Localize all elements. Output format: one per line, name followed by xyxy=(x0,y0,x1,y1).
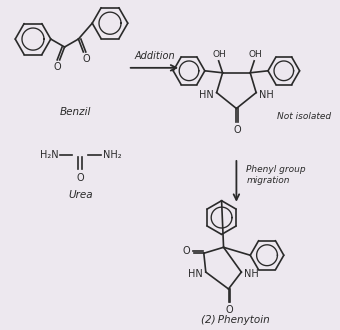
Text: Urea: Urea xyxy=(68,190,93,200)
Text: H₂N: H₂N xyxy=(40,150,59,160)
Text: NH: NH xyxy=(259,90,274,100)
Text: OH: OH xyxy=(213,50,226,59)
Text: (2) Phenytoin: (2) Phenytoin xyxy=(201,315,270,325)
Text: HN: HN xyxy=(199,90,214,100)
Text: NH: NH xyxy=(244,269,259,279)
Text: O: O xyxy=(83,54,90,64)
Text: NH₂: NH₂ xyxy=(103,150,122,160)
Text: O: O xyxy=(234,125,241,135)
Text: Addition: Addition xyxy=(134,51,175,61)
Text: HN: HN xyxy=(188,269,203,279)
Text: Benzil: Benzil xyxy=(60,108,91,117)
Text: O: O xyxy=(76,173,84,183)
Text: Phenyl group
migration: Phenyl group migration xyxy=(246,165,306,185)
Text: Not isolated: Not isolated xyxy=(277,113,332,121)
Text: OH: OH xyxy=(248,50,262,59)
Text: O: O xyxy=(182,246,190,256)
Text: O: O xyxy=(54,62,62,72)
Text: O: O xyxy=(226,305,233,315)
